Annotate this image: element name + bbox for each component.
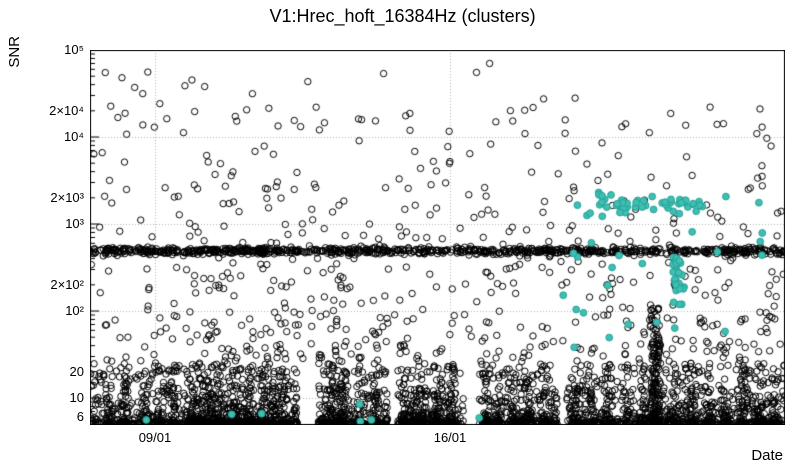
scatter-canvas — [90, 50, 785, 425]
y-tick-label: 20 — [69, 363, 84, 379]
y-tick-label: 2×10³ — [50, 189, 84, 205]
plot-area — [90, 50, 785, 425]
y-tick-label: 2×10⁴ — [49, 102, 84, 118]
y-tick-label: 10⁴ — [63, 129, 84, 144]
y-tick-label: 10² — [65, 303, 84, 319]
y-tick-label: 6 — [76, 409, 84, 425]
x-axis-title: Date — [751, 447, 783, 464]
y-tick-label: 10⁵ — [64, 42, 84, 57]
x-tick-label: 09/01 — [138, 430, 172, 445]
y-tick-label: 10³ — [65, 216, 84, 231]
y-axis-title: SNR — [6, 36, 23, 68]
y-tick-label: 10 — [69, 390, 84, 406]
x-tick-label: 16/01 — [433, 430, 467, 445]
y-tick-label: 2×10² — [50, 276, 84, 292]
chart-title: V1:Hrec_hoft_16384Hz (clusters) — [269, 6, 536, 26]
